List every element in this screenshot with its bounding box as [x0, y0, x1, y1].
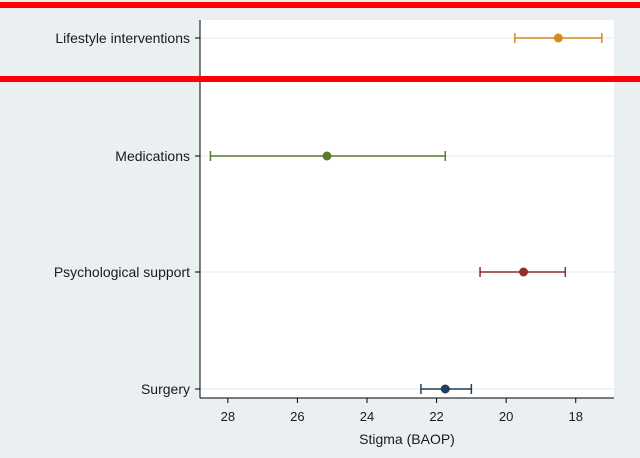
y-tick-label: Lifestyle interventions [55, 30, 190, 46]
x-tick-label: 22 [429, 409, 443, 424]
y-axis: Lifestyle interventions Medications Psycho… [54, 30, 200, 397]
x-tick-label: 26 [290, 409, 304, 424]
plot-area [200, 20, 614, 398]
top-red-highlight-line [0, 2, 640, 8]
bottom-red-highlight-line [0, 76, 640, 82]
y-tick-label: Surgery [141, 381, 190, 397]
data-point [322, 151, 332, 161]
y-tick-label: Medications [115, 148, 190, 164]
data-point [553, 33, 563, 43]
x-tick-label: 28 [221, 409, 235, 424]
data-point [519, 267, 529, 277]
data-marks [209, 33, 603, 394]
x-tick-label: 24 [360, 409, 374, 424]
data-point [440, 384, 450, 394]
x-tick-label: 18 [568, 409, 582, 424]
y-tick-label: Psychological support [54, 264, 190, 280]
x-axis-title: Stigma (BAOP) [359, 431, 455, 447]
x-tick-label: 20 [499, 409, 513, 424]
x-axis: 28 26 24 22 20 18 [221, 398, 583, 424]
